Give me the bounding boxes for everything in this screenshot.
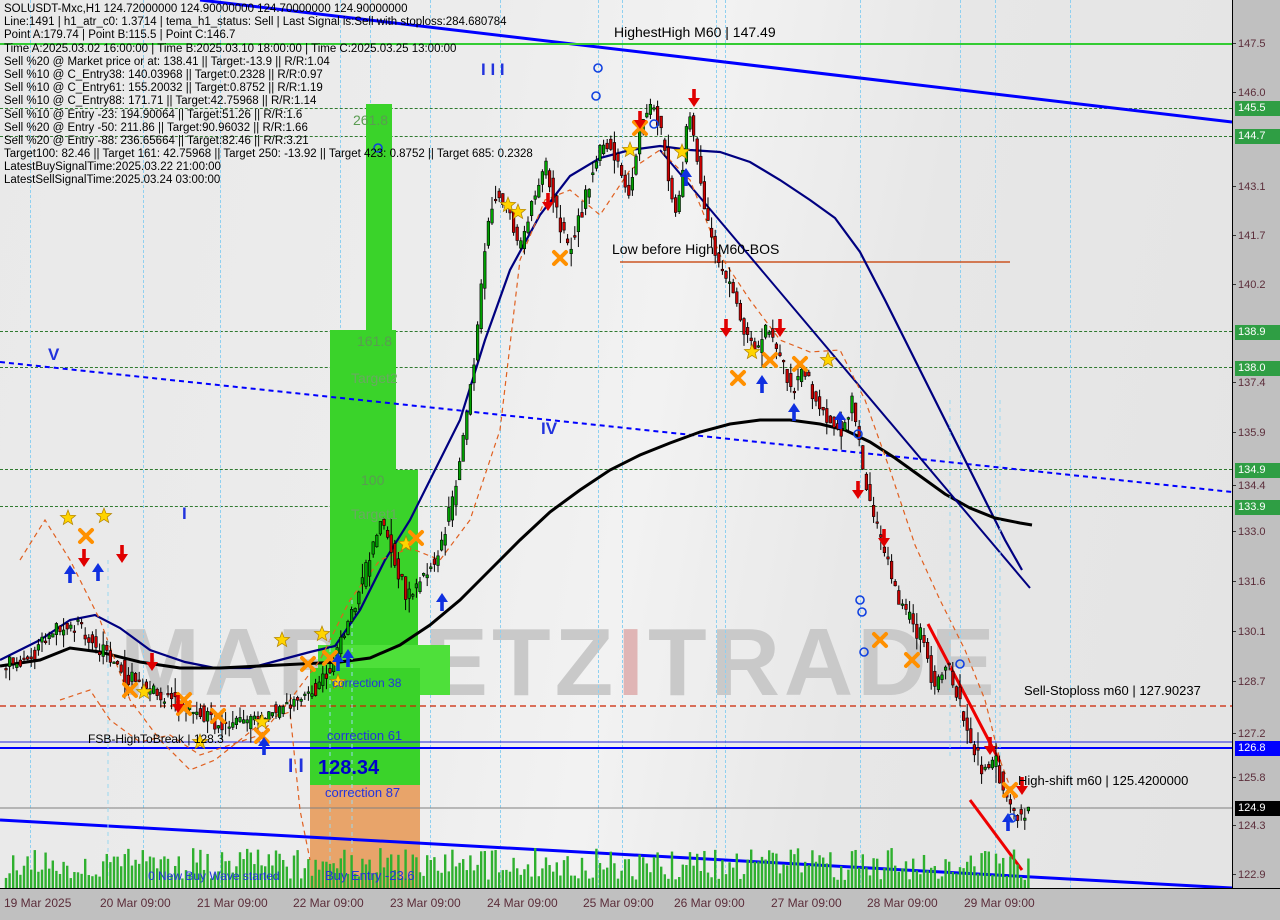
- fib-zone-correction61: [310, 668, 420, 788]
- price-tag-144-7: 144.7: [1235, 129, 1280, 144]
- annotation-new-buy-wave: 0 New Buy Wave started: [148, 869, 280, 883]
- time-tick: 25 Mar 09:00: [583, 896, 654, 910]
- wave-label-V: V: [48, 345, 60, 364]
- wave-label-I: I: [182, 504, 187, 523]
- price-tag-138-0: 138.0: [1235, 361, 1280, 376]
- fib-label-target1: Target1: [351, 506, 398, 522]
- annotation-correction-61: correction 61: [327, 728, 403, 743]
- info-line-3: Point A:179.74 | Point B:115.5 | Point C…: [4, 29, 236, 42]
- wave-label-III: I I I: [481, 60, 505, 79]
- price-tick: 146.0: [1233, 86, 1280, 100]
- annotation-correction-87: correction 87: [325, 785, 401, 800]
- chart-plot-area[interactable]: MARKETZITRADE: [0, 0, 1232, 888]
- time-tick: 21 Mar 09:00: [197, 896, 268, 910]
- price-tick: 130.1: [1233, 625, 1280, 639]
- info-line-6: Sell %10 @ C_Entry38: 140.03968 || Targe…: [4, 68, 323, 81]
- fib-label-161-8: 161.8: [357, 333, 393, 349]
- price-tick: 135.9: [1233, 426, 1280, 440]
- time-tick: 19 Mar 2025: [4, 896, 72, 910]
- info-line-14: LatestSellSignalTime:2025.03.24 03:00:00: [4, 174, 221, 187]
- price-tick: 141.7: [1233, 229, 1280, 243]
- price-tag-145-5: 145.5: [1235, 101, 1280, 116]
- time-tick: 22 Mar 09:00: [293, 896, 364, 910]
- gridline-138-0: [0, 367, 1232, 368]
- fib-label-261-8: 261.8: [353, 112, 389, 128]
- price-tag-138-9: 138.9: [1235, 325, 1280, 340]
- annotation-low-before-high: Low before High M60-BOS: [612, 241, 780, 257]
- fib-level-gridlines: [0, 108, 1232, 507]
- price-tick: 128.7: [1233, 675, 1280, 689]
- price-axis[interactable]: 147.5 146.0 145.5 144.7 143.1 141.7 140.…: [1232, 0, 1280, 888]
- time-tick: 29 Mar 09:00: [964, 896, 1035, 910]
- price-tag-134-9: 134.9: [1235, 463, 1280, 478]
- price-tag-133-9: 133.9: [1235, 500, 1280, 515]
- info-line-11: Sell %20 @ Entry -88: 236.65664 || Targe…: [4, 134, 309, 147]
- info-line-2: Line:1491 | h1_atr_c0: 1.3714 | tema_h1_…: [4, 16, 507, 29]
- price-tick: 133.0: [1233, 525, 1280, 539]
- gridline-144-7: [0, 136, 1232, 137]
- price-tick: 122.9: [1233, 868, 1280, 882]
- time-tick: 24 Mar 09:00: [487, 896, 558, 910]
- annotation-wave-price: 128.34: [318, 757, 380, 779]
- time-tick: 26 Mar 09:00: [674, 896, 745, 910]
- info-line-10: Sell %20 @ Entry -50: 211.86 || Target:9…: [4, 121, 308, 134]
- info-line-9: Sell %10 @ Entry -23: 194.90064 || Targe…: [4, 108, 303, 121]
- annotation-high-shift: High-shift m60 | 125.4200000: [1018, 773, 1189, 788]
- price-tick: 134.4: [1233, 479, 1280, 493]
- time-tick: 27 Mar 09:00: [771, 896, 842, 910]
- gridline-145-5: [0, 108, 1232, 109]
- info-line-13: LatestBuySignalTime:2025.03.22 21:00:00: [4, 161, 221, 174]
- info-line-4: Time A:2025.03.02 16:00:00 | Time B:2025…: [4, 42, 457, 55]
- gridline-138-9: [0, 331, 1232, 332]
- price-tick: 140.2: [1233, 278, 1280, 292]
- chart-info-panel: SOLUSDT-Mxc,H1 124.72000000 124.90000000…: [4, 3, 533, 188]
- info-line-5: Sell %20 @ Market price or at: 138.41 ||…: [4, 55, 330, 68]
- price-tick: 131.6: [1233, 575, 1280, 589]
- annotation-sell-stoploss: Sell-Stoploss m60 | 127.90237: [1024, 683, 1201, 698]
- price-tick: 125.8: [1233, 771, 1280, 785]
- wave-label-II: I I: [288, 756, 304, 777]
- signal-markers-layer: [59, 63, 1028, 831]
- annotation-correction-38: correction 38: [332, 676, 402, 690]
- price-tag-126-8: 126.8: [1235, 741, 1280, 756]
- price-tag-124-9: 124.9: [1235, 801, 1280, 816]
- price-tick: 127.2: [1233, 727, 1280, 741]
- gridline-133-9: [0, 506, 1232, 507]
- info-line-12: Target100: 82.46 || Target 161: 42.75968…: [4, 148, 533, 161]
- annotation-highest-high: HighestHigh M60 | 147.49: [614, 24, 776, 40]
- price-tick: 143.1: [1233, 180, 1280, 194]
- annotation-buy-entry: Buy Entry -23.6: [325, 868, 415, 883]
- info-line-7: Sell %10 @ C_Entry61: 155.20032 || Targe…: [4, 82, 323, 95]
- watermark-bar: I: [617, 609, 648, 716]
- price-tick: 124.3: [1233, 819, 1280, 833]
- time-axis[interactable]: 19 Mar 2025 20 Mar 09:00 21 Mar 09:00 22…: [0, 888, 1280, 920]
- price-tick: 137.4: [1233, 376, 1280, 390]
- time-tick: 20 Mar 09:00: [100, 896, 171, 910]
- gridline-134-9: [0, 469, 1232, 470]
- fib-label-100: 100: [361, 472, 385, 488]
- info-line-8: Sell %10 @ C_Entry88: 171.71 || Target:4…: [4, 95, 317, 108]
- wave-label-IV: IV: [541, 419, 558, 438]
- annotation-fsb-high-tobreak: FSB-HighToBreak | 128.3: [88, 732, 224, 746]
- volume-series: [4, 848, 1030, 888]
- time-tick: 28 Mar 09:00: [867, 896, 938, 910]
- watermark-right: TRADE: [647, 609, 999, 716]
- info-line-1: SOLUSDT-Mxc,H1 124.72000000 124.90000000…: [4, 3, 408, 15]
- time-tick: 23 Mar 09:00: [390, 896, 461, 910]
- fib-label-target2: Target2: [351, 370, 398, 386]
- price-tick: 147.5: [1233, 37, 1280, 51]
